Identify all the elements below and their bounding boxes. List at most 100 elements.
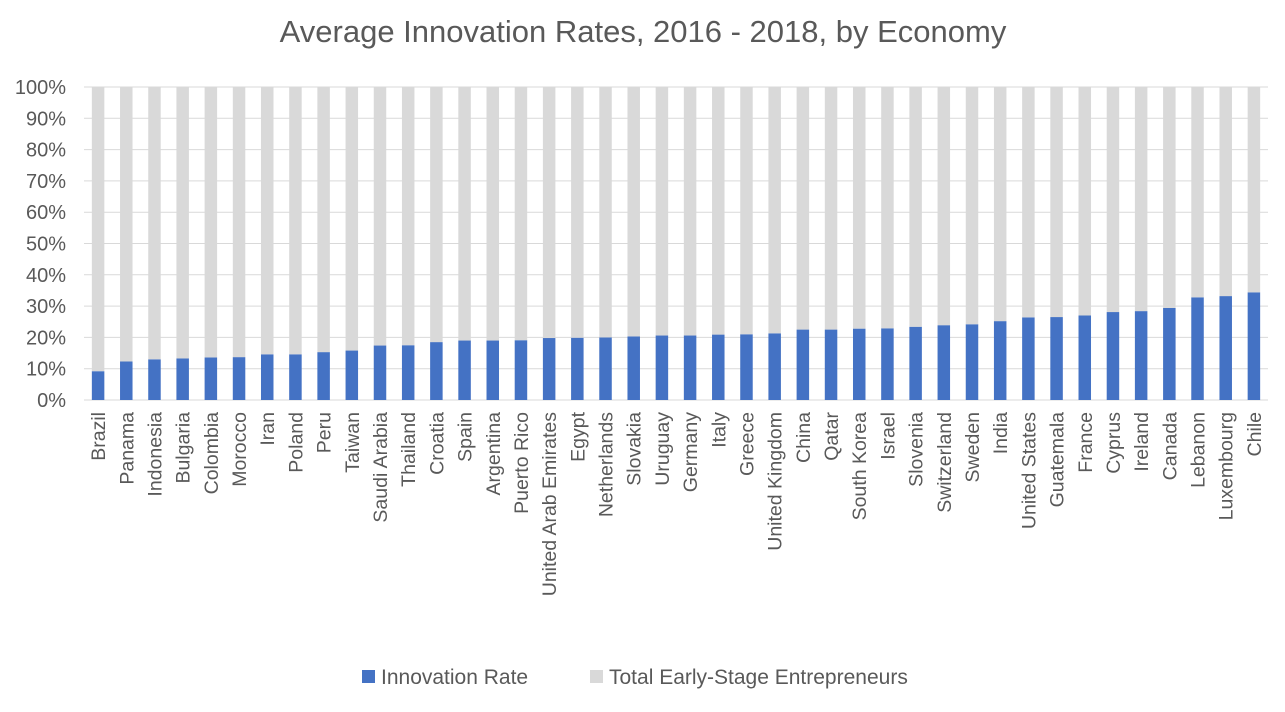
bar-innovation-rate xyxy=(289,354,302,400)
x-tick-label: China xyxy=(793,412,815,463)
x-tick-label: Saudi Arabia xyxy=(370,412,392,523)
bar-total-early-stage xyxy=(655,87,669,336)
bar-innovation-rate xyxy=(486,340,500,400)
bar-total-early-stage xyxy=(401,87,415,346)
x-tick-label: Qatar xyxy=(821,412,843,461)
bar-innovation-rate xyxy=(937,325,951,400)
x-tick-label: Spain xyxy=(455,412,477,462)
x-tick-label: India xyxy=(990,412,1012,454)
y-tick-label: 100% xyxy=(15,77,66,99)
bar-total-early-stage xyxy=(796,87,810,330)
bar-total-early-stage xyxy=(1219,87,1232,297)
bar-innovation-rate xyxy=(1078,315,1092,400)
bar-total-early-stage xyxy=(740,87,753,335)
bar-total-early-stage xyxy=(120,87,133,362)
bar-innovation-rate xyxy=(373,345,387,400)
bar-innovation-rate xyxy=(232,357,246,400)
legend: Innovation Rate Total Early-Stage Entrep… xyxy=(362,666,908,689)
x-tick-label: Israel xyxy=(877,412,899,460)
bar-innovation-rate xyxy=(965,324,979,400)
legend-label-total-early-stage: Total Early-Stage Entrepreneurs xyxy=(609,666,908,689)
x-tick-label: Thailand xyxy=(398,412,420,487)
bar-total-early-stage xyxy=(599,87,612,338)
bar-innovation-rate xyxy=(599,337,612,400)
bar-innovation-rate xyxy=(1163,307,1176,400)
x-tick-label: Guatemala xyxy=(1047,412,1069,508)
bar-total-early-stage xyxy=(937,87,951,326)
bar-innovation-rate xyxy=(317,352,330,400)
bar-total-early-stage xyxy=(486,87,500,341)
x-tick-label: Uruguay xyxy=(652,412,674,486)
bar-total-early-stage xyxy=(1247,87,1261,293)
bar-total-early-stage xyxy=(1134,87,1148,312)
x-tick-label: United Kingdom xyxy=(765,412,787,551)
bar-innovation-rate xyxy=(1191,297,1204,400)
bar-innovation-rate xyxy=(542,338,556,400)
x-tick-label: Netherlands xyxy=(596,412,618,517)
y-tick-label: 80% xyxy=(26,140,66,162)
chart-title: Average Innovation Rates, 2016 - 2018, b… xyxy=(280,14,1007,49)
bar-innovation-rate xyxy=(204,357,218,400)
bar-total-early-stage xyxy=(571,87,584,338)
y-tick-label: 90% xyxy=(26,108,66,130)
x-tick-label: Slovenia xyxy=(906,412,928,487)
bar-total-early-stage xyxy=(881,87,894,329)
bar-total-early-stage xyxy=(345,87,359,351)
bar-total-early-stage xyxy=(458,87,471,341)
y-tick-label: 60% xyxy=(26,202,66,224)
x-tick-label: Cyprus xyxy=(1103,412,1125,474)
bar-innovation-rate xyxy=(571,337,584,400)
y-tick-label: 70% xyxy=(26,171,66,193)
bar-innovation-rate xyxy=(881,328,894,400)
x-tick-label: Ireland xyxy=(1131,412,1153,472)
bar-innovation-rate xyxy=(1022,317,1035,400)
x-tick-label: Brazil xyxy=(88,412,110,461)
y-tick-label: 30% xyxy=(26,296,66,318)
x-tick-label: Luxembourg xyxy=(1216,412,1238,520)
bar-total-early-stage xyxy=(965,87,979,325)
bar-innovation-rate xyxy=(91,371,105,400)
bar-innovation-rate xyxy=(176,358,189,400)
bar-total-early-stage xyxy=(317,87,330,353)
x-tick-label: Canada xyxy=(1159,412,1181,480)
bar-innovation-rate xyxy=(345,350,359,400)
bar-total-early-stage xyxy=(373,87,387,346)
x-tick-label: Bulgaria xyxy=(173,412,195,484)
bar-total-early-stage xyxy=(1163,87,1176,308)
bar-innovation-rate xyxy=(1106,312,1120,400)
bar-total-early-stage xyxy=(176,87,189,359)
bar-total-early-stage xyxy=(542,87,556,339)
bar-total-early-stage xyxy=(1022,87,1035,318)
x-tick-label: Colombia xyxy=(201,412,223,495)
x-tick-label: South Korea xyxy=(849,412,871,521)
bar-total-early-stage xyxy=(909,87,922,327)
bar-total-early-stage xyxy=(993,87,1007,322)
bar-total-early-stage xyxy=(430,87,443,343)
bar-innovation-rate xyxy=(1134,311,1148,400)
x-tick-label: Lebanon xyxy=(1188,412,1210,488)
bar-total-early-stage xyxy=(514,87,528,341)
x-tick-label: Germany xyxy=(680,412,702,492)
bar-innovation-rate xyxy=(740,334,753,400)
bar-innovation-rate xyxy=(430,342,443,400)
bar-innovation-rate xyxy=(401,345,415,400)
x-tick-label: Italy xyxy=(708,412,730,448)
x-tick-label: Taiwan xyxy=(342,412,364,473)
x-tick-label: Greece xyxy=(736,412,758,476)
bar-innovation-rate xyxy=(458,340,471,400)
bar-innovation-rate xyxy=(1219,296,1232,400)
y-tick-label: 40% xyxy=(26,265,66,287)
x-axis-labels: Brazil Panama Indonesia Bulgaria Colombia Mor… xyxy=(88,411,1266,596)
bar-total-early-stage xyxy=(824,87,838,330)
bar-innovation-rate xyxy=(909,326,922,400)
bar-total-early-stage xyxy=(768,87,781,334)
bar-total-early-stage xyxy=(260,87,274,355)
bar-innovation-rate xyxy=(993,321,1007,400)
x-tick-label: United States xyxy=(1018,412,1040,529)
bar-total-early-stage xyxy=(712,87,725,335)
x-tick-label: Puerto Rico xyxy=(511,412,533,514)
legend-label-innovation-rate: Innovation Rate xyxy=(381,666,528,689)
gridlines xyxy=(84,86,1268,401)
bar-innovation-rate xyxy=(627,336,640,400)
